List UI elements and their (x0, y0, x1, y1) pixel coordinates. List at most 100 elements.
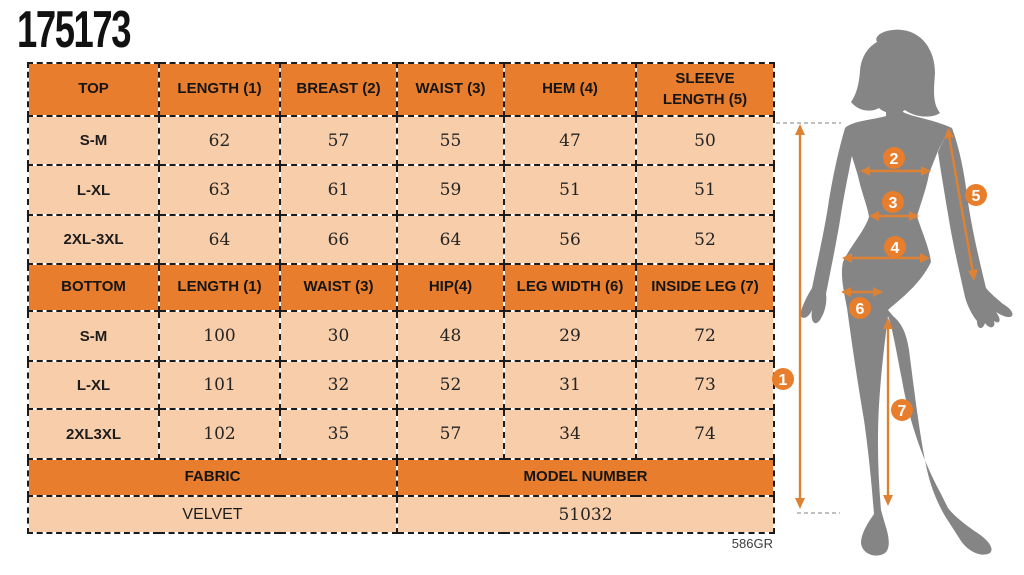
arrowhead (869, 211, 879, 221)
table-row: S-M 100 30 48 29 72 (27, 310, 775, 362)
header-cell-sleeve-length: SLEEVE LENGTH (5) (635, 62, 775, 117)
arrowhead (944, 128, 954, 139)
reference-code: 586GR (731, 536, 773, 551)
value-cell: 102 (158, 408, 281, 460)
marker-circle (884, 236, 906, 258)
header-cell-fabric: FABRIC (27, 458, 398, 497)
value-cell: 73 (635, 360, 775, 410)
header-cell-breast: BREAST (2) (279, 62, 398, 117)
value-cell: 48 (396, 310, 505, 362)
value-cell: 51 (635, 164, 775, 216)
value-cell: 52 (635, 214, 775, 265)
marker-number: 2 (890, 151, 899, 168)
value-cell: 51 (503, 164, 637, 216)
value-cell: 59 (396, 164, 505, 216)
marker-4: 4 (884, 236, 906, 258)
size-cell: L-XL (27, 164, 160, 216)
header-cell-model-number: MODEL NUMBER (396, 458, 775, 497)
value-cell: 32 (279, 360, 398, 410)
table-row: 2XL-3XL 64 66 64 56 52 (27, 214, 775, 265)
arrowhead (842, 253, 852, 263)
measurement-diagram: 1 2 3 4 5 6 7 (772, 29, 1013, 556)
size-chart-table: TOP LENGTH (1) BREAST (2) WAIST (3) HEM … (27, 62, 775, 534)
table-row: L-XL 101 32 52 31 73 (27, 360, 775, 410)
info-value-row: VELVET 51032 (27, 495, 775, 534)
value-cell: 55 (396, 115, 505, 166)
measurement-figure: 1 2 3 4 5 6 7 (768, 15, 1024, 570)
table-row: 2XL3XL 102 35 57 34 74 (27, 408, 775, 460)
value-cell: 62 (158, 115, 281, 166)
value-cell: 29 (503, 310, 637, 362)
header-cell-top: TOP (27, 62, 160, 117)
size-cell: 2XL3XL (27, 408, 160, 460)
marker-1: 1 (772, 368, 794, 390)
marker-number: 6 (856, 301, 865, 318)
value-cell: 47 (503, 115, 637, 166)
arrowhead (795, 498, 805, 509)
fabric-value: VELVET (27, 495, 398, 534)
marker-number: 7 (898, 403, 907, 420)
arrowhead (920, 253, 930, 263)
marker-circle (883, 147, 905, 169)
info-header-row: FABRIC MODEL NUMBER (27, 458, 775, 497)
size-cell: S-M (27, 310, 160, 362)
value-cell: 64 (158, 214, 281, 265)
marker-3: 3 (882, 191, 904, 213)
header-cell-bottom: BOTTOM (27, 263, 160, 312)
value-cell: 57 (279, 115, 398, 166)
value-cell: 50 (635, 115, 775, 166)
size-cell: S-M (27, 115, 160, 166)
arrowhead (795, 124, 805, 135)
silhouette-right-arm (938, 128, 1013, 329)
value-cell: 56 (503, 214, 637, 265)
value-cell: 66 (279, 214, 398, 265)
marker-7: 7 (891, 399, 913, 421)
arrowhead (883, 318, 893, 329)
marker-6: 6 (849, 297, 871, 319)
value-cell: 35 (279, 408, 398, 460)
value-cell: 74 (635, 408, 775, 460)
arrowhead (909, 211, 919, 221)
arrowhead (873, 287, 883, 297)
arrowhead (841, 287, 851, 297)
marker-circle (772, 368, 794, 390)
marker-circle (965, 184, 987, 206)
table-row: L-XL 63 61 59 51 51 (27, 164, 775, 216)
value-cell: 100 (158, 310, 281, 362)
value-cell: 30 (279, 310, 398, 362)
marker-number: 4 (891, 240, 900, 257)
sleeve-arrow (947, 135, 975, 274)
page-title: 175173 (17, 1, 131, 59)
marker-2: 2 (883, 147, 905, 169)
top-header-row: TOP LENGTH (1) BREAST (2) WAIST (3) HEM … (27, 62, 775, 117)
header-cell-length: LENGTH (1) (158, 62, 281, 117)
silhouette-body (841, 98, 992, 556)
header-cell-length: LENGTH (1) (158, 263, 281, 312)
value-cell: 57 (396, 408, 505, 460)
marker-circle (849, 297, 871, 319)
marker-5: 5 (965, 184, 987, 206)
value-cell: 34 (503, 408, 637, 460)
value-cell: 61 (279, 164, 398, 216)
header-cell-waist: WAIST (3) (279, 263, 398, 312)
header-cell-hem: HEM (4) (503, 62, 637, 117)
value-cell: 101 (158, 360, 281, 410)
arrowhead (860, 166, 870, 176)
header-cell-waist: WAIST (3) (396, 62, 505, 117)
marker-number: 1 (779, 372, 788, 389)
marker-circle (882, 191, 904, 213)
value-cell: 64 (396, 214, 505, 265)
header-cell-hip: HIP(4) (396, 263, 505, 312)
value-cell: 72 (635, 310, 775, 362)
arrowhead (968, 269, 978, 281)
silhouette-left-arm (800, 128, 853, 324)
silhouette-head (851, 29, 940, 117)
marker-number: 5 (972, 188, 981, 205)
size-cell: L-XL (27, 360, 160, 410)
model-number-value: 51032 (396, 495, 775, 534)
arrowhead (921, 166, 931, 176)
header-cell-inside-leg: INSIDE LEG (7) (635, 263, 775, 312)
header-cell-leg-width: LEG WIDTH (6) (503, 263, 637, 312)
arrowhead (883, 495, 893, 506)
